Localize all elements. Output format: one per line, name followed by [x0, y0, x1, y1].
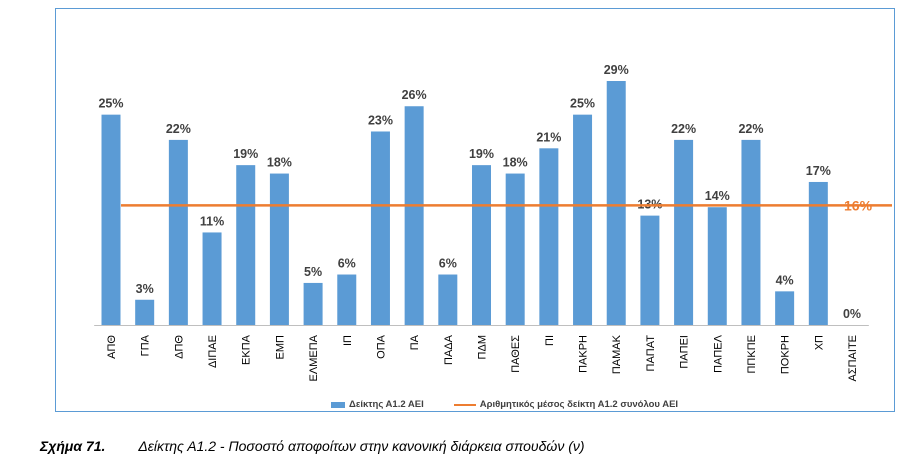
category-label-ΧΠ: ΧΠ — [813, 335, 825, 350]
value-label-ΓΠΑ: 3% — [136, 282, 154, 296]
value-label-ΠΑΜΑΚ: 29% — [604, 63, 629, 77]
bar-ΕΜΠ — [269, 173, 289, 325]
average-label: 16% — [844, 197, 873, 213]
bar-ΠΑΜΑΚ — [606, 81, 626, 325]
value-label-ΠΑΠΕΙ: 22% — [671, 122, 696, 136]
bar-ΠΑΠΑΤ — [640, 215, 660, 325]
legend-bar-label: Δείκτης Α1.2 ΑΕΙ — [349, 399, 424, 410]
category-label-ΑΣΠΑΙΤΕ: ΑΣΠΑΙΤΕ — [847, 335, 859, 382]
category-label-ΔΙΠΑΕ: ΔΙΠΑΕ — [207, 335, 219, 368]
bar-ΓΠΑ — [135, 299, 155, 325]
value-label-ΔΙΠΑΕ: 11% — [200, 214, 224, 228]
category-label-ΠΙ: ΠΙ — [544, 335, 556, 346]
value-label-ΑΠΘ: 25% — [98, 97, 123, 111]
value-label-ΠΙ: 21% — [536, 130, 561, 144]
caption-text: Δείκτης Α1.2 - Ποσοστό αποφοίτων στην κα… — [138, 438, 585, 454]
category-label-ΠΟΚΡΗ: ΠΟΚΡΗ — [780, 335, 792, 374]
chart-frame: 25% ΑΠΘ 3% ΓΠΑ 22% ΔΠΘ 11% ΔΙΠΑΕ 19% ΕΚΠΑ 18% ΕΜΠ 5%… — [55, 8, 895, 412]
category-label-ΑΠΘ: ΑΠΘ — [106, 335, 118, 359]
bar-ΠΑΠΕΛ — [707, 207, 727, 325]
category-label-ΕΛΜΕΠΑ: ΕΛΜΕΠΑ — [308, 334, 320, 381]
value-label-ΠΑΘΕΣ: 18% — [503, 156, 528, 170]
bar-ΠΟΚΡΗ — [775, 291, 795, 325]
value-label-ΠΑΠΕΛ: 14% — [705, 189, 730, 203]
bar-ΠΙ — [539, 148, 559, 325]
legend-item-average: Αριθμητικός μέσος δείκτη Α1.2 συνόλου ΑΕ… — [453, 399, 679, 410]
legend: Δείκτης Α1.2 ΑΕΙ Αριθμητικός μέσος δείκτ… — [331, 399, 678, 410]
category-label-ΠΑΠΕΙ: ΠΑΠΕΙ — [679, 335, 691, 369]
bar-ΔΙΠΑΕ — [202, 232, 222, 325]
bar-ΠΑ — [404, 106, 424, 325]
value-label-ΕΚΠΑ: 19% — [233, 147, 258, 161]
figure-caption: Σχήμα 71. Δείκτης Α1.2 - Ποσοστό αποφοίτ… — [40, 438, 585, 454]
bar-ΧΠ — [808, 181, 828, 325]
category-label-ΔΠΘ: ΔΠΘ — [173, 335, 185, 359]
bar-chart: 25% ΑΠΘ 3% ΓΠΑ 22% ΔΠΘ 11% ΔΙΠΑΕ 19% ΕΚΠΑ 18% ΕΜΠ 5%… — [94, 63, 892, 382]
category-label-ΙΠ: ΙΠ — [342, 335, 354, 346]
value-label-ΟΠΑ: 23% — [368, 113, 393, 127]
category-label-ΠΑΚΡΗ: ΠΑΚΡΗ — [578, 335, 590, 373]
value-label-ΠΠΚΠΕ: 22% — [738, 122, 763, 136]
category-label-ΠΠΚΠΕ: ΠΠΚΠΕ — [746, 335, 758, 374]
category-label-ΠΑ: ΠΑ — [409, 334, 421, 350]
category-label-ΠΑΠΕΛ: ΠΑΠΕΛ — [712, 334, 724, 373]
category-label-ΓΠΑ: ΓΠΑ — [140, 334, 152, 356]
category-label-ΕΜΠ: ΕΜΠ — [274, 335, 286, 360]
value-label-ΧΠ: 17% — [806, 164, 831, 178]
value-label-ΠΟΚΡΗ: 4% — [776, 273, 794, 287]
category-label-ΠΑΠΑΤ: ΠΑΠΑΤ — [645, 335, 657, 372]
value-label-ΠΔΜ: 19% — [469, 147, 494, 161]
category-label-ΠΔΜ: ΠΔΜ — [477, 335, 489, 359]
bar-ΕΚΠΑ — [236, 165, 256, 325]
value-label-ΕΛΜΕΠΑ: 5% — [304, 265, 322, 279]
legend-line-swatch — [453, 403, 476, 406]
bar-ΙΠ — [337, 274, 357, 325]
value-label-ΔΠΘ: 22% — [166, 122, 191, 136]
bar-ΠΑΘΕΣ — [505, 173, 525, 325]
bar-ΠΠΚΠΕ — [741, 139, 761, 325]
value-label-ΑΣΠΑΙΤΕ: 0% — [843, 307, 861, 321]
bar-ΔΠΘ — [168, 139, 188, 325]
category-label-ΠΑΜΑΚ: ΠΑΜΑΚ — [611, 334, 623, 374]
bar-ΑΠΘ — [101, 114, 121, 325]
category-label-ΟΠΑ: ΟΠΑ — [375, 334, 387, 359]
legend-item-bars: Δείκτης Α1.2 ΑΕΙ — [331, 399, 424, 410]
value-label-ΠΑΚΡΗ: 25% — [570, 97, 595, 111]
bar-ΠΔΜ — [472, 165, 491, 325]
value-label-ΙΠ: 6% — [338, 257, 356, 271]
legend-line-label: Αριθμητικός μέσος δείκτη Α1.2 συνόλου ΑΕ… — [479, 399, 679, 410]
value-label-ΕΜΠ: 18% — [267, 156, 292, 170]
bar-ΟΠΑ — [370, 131, 390, 325]
bar-ΠΑΔΑ — [438, 274, 458, 325]
category-label-ΕΚΠΑ: ΕΚΠΑ — [241, 334, 253, 365]
category-label-ΠΑΘΕΣ: ΠΑΘΕΣ — [510, 335, 522, 373]
bar-ΕΛΜΕΠΑ — [303, 282, 323, 325]
value-label-ΠΑ: 26% — [402, 88, 427, 102]
legend-bar-swatch — [331, 401, 345, 408]
caption-number: Σχήμα 71. — [40, 438, 106, 454]
bar-ΠΑΚΡΗ — [573, 114, 593, 325]
value-label-ΠΑΔΑ: 6% — [439, 257, 457, 271]
bar-ΠΑΠΕΙ — [674, 139, 694, 325]
category-label-ΠΑΔΑ: ΠΑΔΑ — [443, 334, 455, 365]
